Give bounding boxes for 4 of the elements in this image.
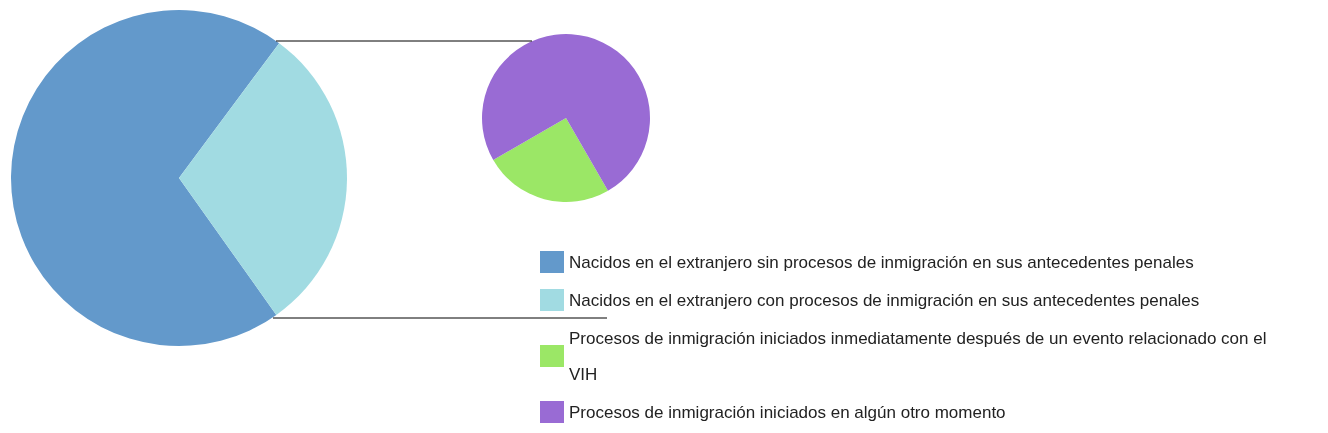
legend-label: Nacidos en el extranjero con procesos de inmigración en sus antecedentes penales [569, 290, 1200, 310]
legend-label: Nacidos en el extranjero sin procesos de inmigración en sus antecedentes penales [569, 252, 1194, 272]
legend-label: Procesos de inmigración iniciados en algún otro momento [569, 402, 1006, 422]
legend-label: Procesos de inmigración iniciados inmediatamente después de un evento relacionado con el VIH [569, 328, 1272, 384]
